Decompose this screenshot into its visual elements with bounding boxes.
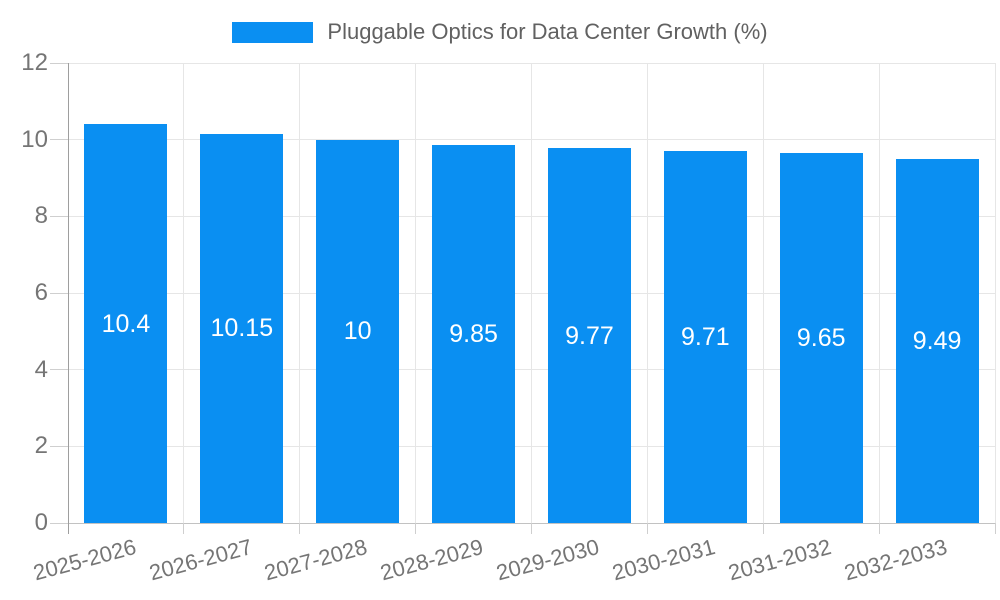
x-gridline <box>183 63 185 523</box>
bar-2027-2028[interactable] <box>316 139 400 523</box>
x-gridline <box>762 63 764 523</box>
x-gridline <box>531 63 532 523</box>
x-tick <box>183 523 185 534</box>
x-axis-label: 2025-2026 <box>30 534 139 586</box>
y-axis-line <box>67 63 69 534</box>
y-tick <box>50 522 68 524</box>
y-tick <box>50 215 68 217</box>
x-gridline <box>878 63 880 523</box>
y-tick <box>50 62 68 64</box>
x-axis-label: 2027-2028 <box>262 534 371 586</box>
bar-2028-2029[interactable] <box>432 145 516 523</box>
bar-value-label: 9.71 <box>680 322 730 351</box>
x-tick <box>878 523 880 534</box>
chart-legend: Pluggable Optics for Data Center Growth … <box>0 13 1000 51</box>
bar-2032-2033[interactable] <box>895 159 979 523</box>
x-tick <box>415 523 417 534</box>
x-axis-label: 2032-2033 <box>841 534 950 586</box>
bar-2031-2032[interactable] <box>779 153 863 523</box>
x-tick <box>762 523 764 534</box>
y-tick <box>50 369 68 371</box>
bar-2030-2031[interactable] <box>663 150 747 523</box>
x-gridline <box>646 63 648 523</box>
y-axis-label: 10 <box>21 125 48 153</box>
y-tick <box>50 292 68 294</box>
x-tick <box>299 523 301 534</box>
bar-value-label: 10 <box>343 317 372 346</box>
x-gridline <box>299 63 301 523</box>
y-axis-label: 4 <box>34 355 48 383</box>
y-axis-label: 2 <box>34 432 48 460</box>
x-axis-label: 2030-2031 <box>609 534 718 586</box>
y-tick <box>50 139 68 141</box>
x-tick <box>531 523 532 534</box>
bar-2025-2026[interactable] <box>84 124 168 523</box>
bar-2026-2027[interactable] <box>200 133 284 523</box>
bar-value-label: 10.15 <box>210 314 274 343</box>
x-axis-label: 2028-2029 <box>377 534 487 586</box>
bar-value-label: 9.77 <box>565 321 614 350</box>
x-axis-label: 2029-2030 <box>493 534 602 586</box>
bar-value-label: 9.65 <box>796 324 846 353</box>
x-axis-label: 2031-2032 <box>725 534 834 586</box>
bar-value-label: 9.49 <box>912 327 962 356</box>
x-axis-label: 2026-2027 <box>146 534 255 586</box>
y-axis-label: 12 <box>21 49 48 76</box>
y-axis-label: 6 <box>34 279 48 306</box>
x-gridline <box>994 63 996 523</box>
y-tick <box>50 445 68 447</box>
y-axis-label: 0 <box>34 509 48 536</box>
y-axis-label: 8 <box>34 202 48 230</box>
x-tick <box>994 523 996 534</box>
bar-value-label: 9.85 <box>449 320 498 349</box>
x-tick <box>646 523 648 534</box>
legend-swatch <box>232 21 314 43</box>
legend-series-label: Pluggable Optics for Data Center Growth … <box>327 19 768 44</box>
bar-2029-2030[interactable] <box>547 148 631 523</box>
bar-value-label: 10.4 <box>101 309 151 338</box>
x-gridline <box>415 63 417 523</box>
